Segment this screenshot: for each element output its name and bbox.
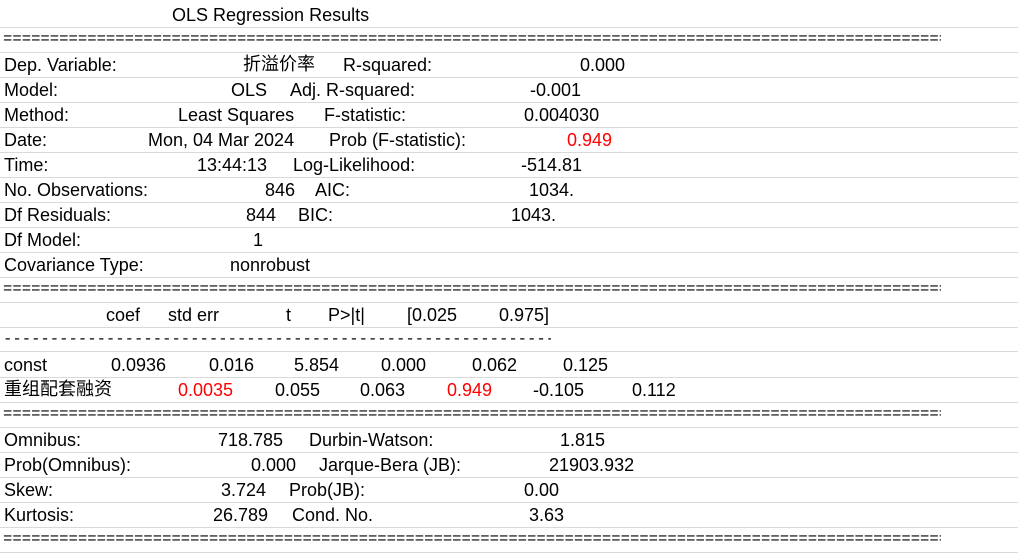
f-statistic-value: 0.004030 [524, 105, 600, 125]
std-err-value: 0.016 [209, 355, 255, 375]
header-ci-high: 0.975] [499, 305, 550, 325]
durbin-watson-label: Durbin-Watson: [309, 430, 434, 450]
cov-type-value: nonrobust [230, 255, 311, 275]
equals-rule: ========================================… [3, 280, 941, 298]
dash-rule: ----------------------------------------… [3, 330, 551, 348]
header-t: t [286, 305, 292, 325]
summary-row: Method: Least Squares F-statistic: 0.004… [0, 103, 1018, 128]
summary-row: Covariance Type: nonrobust [0, 253, 1018, 278]
std-err-value: 0.055 [275, 380, 321, 400]
equals-rule: ========================================… [3, 30, 941, 48]
model-value: OLS [231, 80, 268, 100]
header-std-err: std err [168, 305, 220, 325]
diagnostics-row: Prob(Omnibus): 0.000 Jarque-Bera (JB): 2… [0, 453, 1018, 478]
skew-value: 3.724 [221, 480, 267, 500]
method-label: Method: [4, 105, 70, 125]
cov-type-label: Covariance Type: [4, 255, 144, 275]
rule-row: ----------------------------------------… [0, 328, 1018, 352]
aic-label: AIC: [315, 180, 351, 200]
table-row: 重组配套融资 0.0035 0.055 0.063 0.949 -0.105 0… [0, 378, 1018, 403]
nobs-value: 846 [265, 180, 296, 200]
df-model-value: 1 [253, 230, 264, 250]
summary-row: Dep. Variable: 折溢价率 R-squared: 0.000 [0, 53, 1018, 78]
dep-variable-value: 折溢价率 [243, 54, 315, 75]
cond-no-value: 3.63 [529, 505, 565, 525]
bic-label: BIC: [298, 205, 334, 225]
t-value: 5.854 [294, 355, 340, 375]
r-squared-label: R-squared: [343, 55, 433, 75]
title-row: OLS Regression Results [0, 3, 1018, 28]
ci-low-value: 0.062 [472, 355, 518, 375]
prob-jb-value: 0.00 [524, 480, 560, 500]
coef-value: 0.0035 [178, 380, 234, 400]
summary-row: Date: Mon, 04 Mar 2024 Prob (F-statistic… [0, 128, 1018, 153]
coef-row-name: const [4, 355, 48, 375]
kurtosis-value: 26.789 [213, 505, 269, 525]
summary-row: Model: OLS Adj. R-squared: -0.001 [0, 78, 1018, 103]
ci-high-value: 0.112 [632, 380, 676, 400]
header-ci-low: [0.025 [407, 305, 458, 325]
model-label: Model: [4, 80, 59, 100]
table-title: OLS Regression Results [172, 5, 370, 25]
header-p: P>|t| [328, 305, 365, 325]
log-likelihood-label: Log-Likelihood: [293, 155, 416, 175]
time-value: 13:44:13 [197, 155, 268, 175]
rule-row: ========================================… [0, 278, 1018, 303]
prob-omnibus-label: Prob(Omnibus): [4, 455, 132, 475]
durbin-watson-value: 1.815 [560, 430, 606, 450]
jarque-bera-label: Jarque-Bera (JB): [319, 455, 462, 475]
df-resid-label: Df Residuals: [4, 205, 112, 225]
adj-r-squared-value: -0.001 [530, 80, 582, 100]
equals-rule: ========================================… [3, 405, 941, 423]
equals-rule: ========================================… [3, 530, 941, 548]
prob-jb-label: Prob(JB): [289, 480, 366, 500]
time-label: Time: [4, 155, 49, 175]
rule-row: ========================================… [0, 28, 1018, 53]
ci-low-value: -0.105 [533, 380, 585, 400]
diagnostics-row: Omnibus: 718.785 Durbin-Watson: 1.815 [0, 428, 1018, 453]
diagnostics-row: Kurtosis: 26.789 Cond. No. 3.63 [0, 503, 1018, 528]
omnibus-label: Omnibus: [4, 430, 82, 450]
f-statistic-label: F-statistic: [324, 105, 407, 125]
rule-row: ========================================… [0, 403, 1018, 428]
skew-label: Skew: [4, 480, 54, 500]
omnibus-value: 718.785 [218, 430, 284, 450]
nobs-label: No. Observations: [4, 180, 149, 200]
diagnostics-row: Skew: 3.724 Prob(JB): 0.00 [0, 478, 1018, 503]
table-row: const 0.0936 0.016 5.854 0.000 0.062 0.1… [0, 353, 1018, 378]
log-likelihood-value: -514.81 [521, 155, 583, 175]
prob-f-value: 0.949 [567, 130, 613, 150]
coef-value: 0.0936 [111, 355, 167, 375]
df-model-label: Df Model: [4, 230, 82, 250]
method-value: Least Squares [178, 105, 295, 125]
summary-row: Time: 13:44:13 Log-Likelihood: -514.81 [0, 153, 1018, 178]
coef-header-row: coef std err t P>|t| [0.025 0.975] [0, 303, 1018, 328]
prob-f-label: Prob (F-statistic): [329, 130, 467, 150]
date-value: Mon, 04 Mar 2024 [148, 130, 295, 150]
aic-value: 1034. [529, 180, 575, 200]
dep-variable-label: Dep. Variable: [4, 55, 117, 75]
r-squared-value: 0.000 [580, 55, 626, 75]
rule-row: ========================================… [0, 528, 1018, 553]
bic-value: 1043. [511, 205, 557, 225]
date-label: Date: [4, 130, 48, 150]
coef-row-name: 重组配套融资 [4, 379, 112, 400]
summary-row: Df Model: 1 [0, 228, 1018, 253]
kurtosis-label: Kurtosis: [4, 505, 75, 525]
p-value: 0.949 [447, 380, 493, 400]
prob-omnibus-value: 0.000 [251, 455, 297, 475]
ci-high-value: 0.125 [563, 355, 609, 375]
summary-row: No. Observations: 846 AIC: 1034. [0, 178, 1018, 203]
cond-no-label: Cond. No. [292, 505, 374, 525]
p-value: 0.000 [381, 355, 427, 375]
adj-r-squared-label: Adj. R-squared: [290, 80, 416, 100]
t-value: 0.063 [360, 380, 406, 400]
header-coef: coef [106, 305, 141, 325]
summary-row: Df Residuals: 844 BIC: 1043. [0, 203, 1018, 228]
jarque-bera-value: 21903.932 [549, 455, 635, 475]
df-resid-value: 844 [246, 205, 277, 225]
